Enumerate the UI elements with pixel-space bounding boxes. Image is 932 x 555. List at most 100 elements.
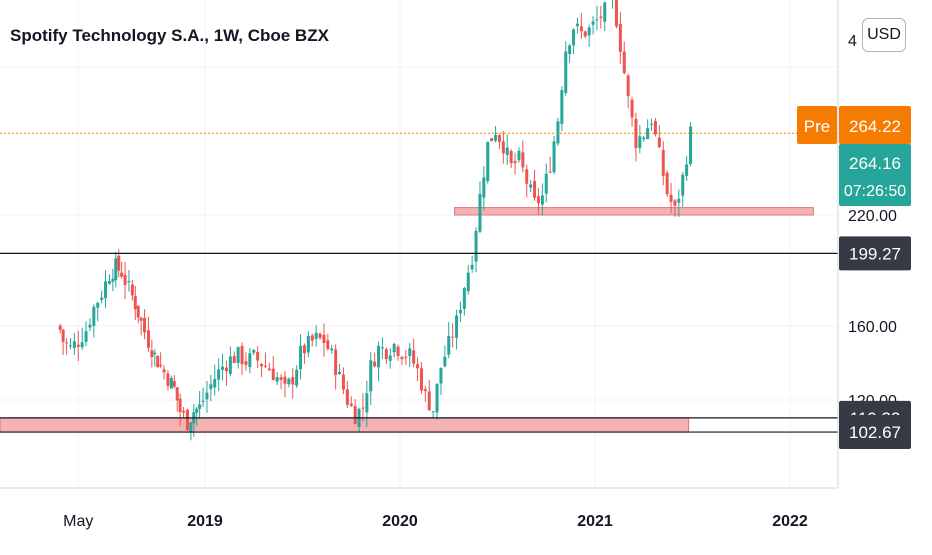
candle-body — [201, 400, 205, 402]
candle-body — [92, 306, 96, 326]
candle-body — [529, 184, 533, 188]
candle-body — [525, 169, 529, 184]
candle-body — [462, 288, 466, 309]
candle-body — [111, 278, 115, 282]
candle-body — [302, 345, 306, 354]
candle-body — [299, 345, 303, 370]
zone-support-mid — [454, 207, 814, 216]
x-tick-label: May — [63, 513, 93, 530]
candle-body — [295, 369, 299, 386]
zone-support-low — [0, 417, 690, 433]
candle-body — [114, 258, 118, 281]
candle-body — [314, 332, 318, 339]
candle-body — [497, 135, 501, 142]
candle-body — [175, 387, 179, 401]
candle-body — [618, 23, 622, 52]
candle-body — [341, 374, 345, 390]
candle-body — [412, 350, 416, 364]
candle-body — [501, 141, 505, 154]
candle-body — [669, 194, 673, 202]
pre-tag-box — [797, 106, 837, 144]
candle-body — [330, 348, 334, 351]
candle-body — [369, 360, 373, 392]
line-price-box — [839, 236, 911, 271]
candle-body — [634, 118, 638, 149]
candle-body — [365, 393, 369, 413]
candle-body — [217, 369, 221, 380]
candle-body — [58, 325, 62, 330]
candle-body — [123, 274, 127, 285]
x-tick-label: 2020 — [382, 513, 418, 530]
candle-body — [513, 161, 517, 164]
candle-body — [96, 302, 100, 308]
candle-body — [455, 315, 459, 338]
candle-body — [120, 272, 124, 277]
candle-body — [466, 272, 470, 292]
line-price-label: 199.27 — [849, 244, 901, 263]
candle-body — [228, 356, 232, 374]
candle-body — [169, 377, 173, 389]
candle-body — [572, 29, 576, 46]
candle-body — [568, 45, 572, 54]
y-tick-label-top: 4 — [848, 33, 857, 50]
candle-body — [478, 194, 482, 232]
candle-body — [267, 368, 271, 371]
candle-body — [673, 200, 677, 206]
candle-body — [396, 346, 400, 356]
candle-body — [162, 369, 166, 373]
candle-body — [509, 151, 513, 164]
candle-body — [642, 137, 646, 140]
candle-body — [291, 377, 295, 385]
candle-body — [221, 366, 225, 370]
candle-body — [256, 352, 260, 361]
candle-body — [646, 128, 650, 140]
candle-body — [392, 343, 396, 353]
candle-body — [306, 335, 310, 353]
candle-body — [84, 331, 88, 342]
candle-body — [88, 324, 92, 328]
candle-body — [275, 377, 279, 382]
candle-body — [431, 411, 435, 413]
candle-body — [353, 405, 357, 425]
candle-body — [595, 19, 599, 21]
candle-body — [150, 350, 154, 357]
candle-body — [133, 296, 137, 310]
candle-body — [185, 409, 189, 431]
candle-body — [423, 389, 427, 392]
currency-button[interactable]: USD — [862, 18, 906, 52]
candle-body — [240, 345, 244, 365]
candle-body — [146, 330, 150, 348]
candle-body — [439, 367, 443, 384]
candle-body — [127, 281, 131, 283]
candle-body — [689, 126, 693, 164]
candle-body — [435, 383, 439, 413]
candle-body — [287, 378, 291, 385]
candle-body — [404, 356, 408, 358]
candle-body — [470, 264, 474, 270]
candle-body — [156, 356, 160, 368]
candle-body — [213, 378, 217, 388]
candle-body — [482, 177, 486, 198]
candle-body — [540, 195, 544, 205]
candle-body — [349, 403, 353, 406]
candle-body — [377, 345, 381, 368]
y-tick-label: 160.00 — [848, 319, 897, 336]
candle-body — [388, 355, 392, 361]
candle-body — [380, 347, 384, 349]
candle-body — [575, 23, 579, 27]
candle-body — [271, 368, 275, 381]
candle-body — [189, 422, 193, 432]
candle-body — [100, 297, 104, 301]
candle-body — [447, 335, 451, 355]
candle-body — [76, 344, 80, 347]
candle-body — [614, 0, 618, 27]
line-price-box — [839, 415, 911, 450]
candle-body — [209, 384, 213, 390]
candle-body — [474, 230, 478, 262]
candle-body — [338, 371, 342, 375]
candle-body — [536, 196, 540, 204]
candle-body — [681, 174, 685, 196]
candle-body — [326, 340, 330, 350]
